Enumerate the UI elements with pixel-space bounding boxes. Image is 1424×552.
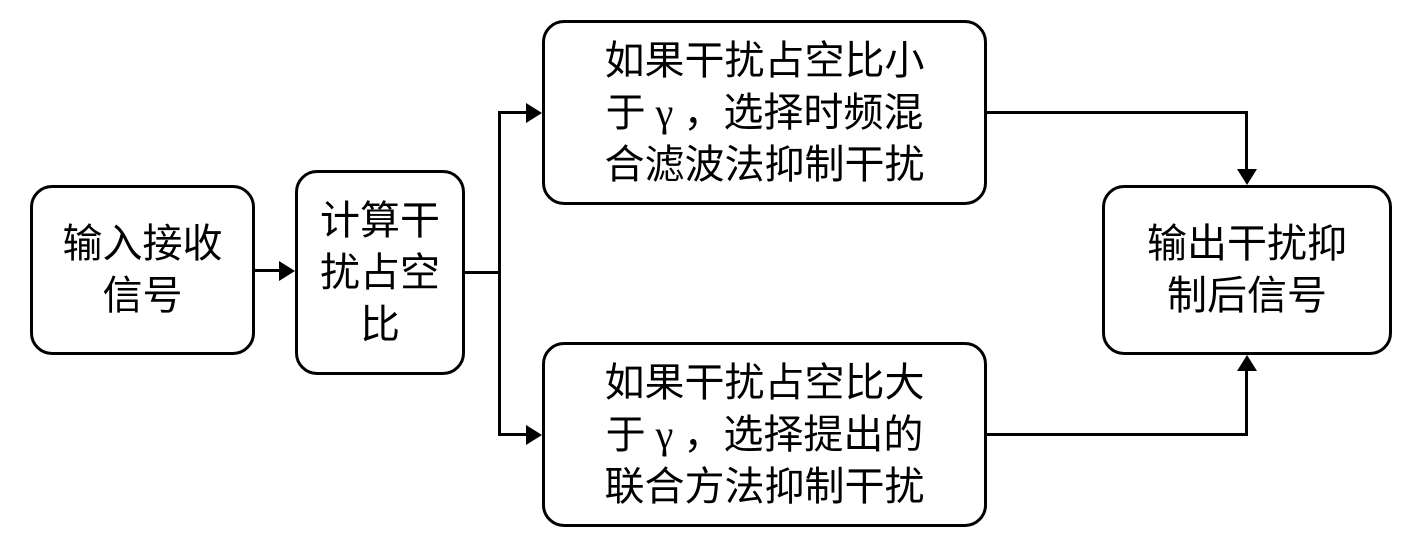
edge-calc-bottom-head — [526, 425, 542, 445]
edge-bottom-output-head — [1237, 355, 1257, 371]
node-branch-top: 如果干扰占空比小于 γ ，选择时频混合滤波法抑制干扰 — [542, 20, 987, 205]
node-output: 输出干扰抑制后信号 — [1102, 185, 1392, 355]
node-branch-bottom: 如果干扰占空比大于 γ ，选择提出的联合方法抑制干扰 — [542, 342, 987, 527]
node-output-text: 输出干扰抑制后信号 — [1147, 218, 1347, 322]
edge-top-output-head — [1237, 169, 1257, 185]
node-calc-text: 计算干扰占空比 — [320, 195, 440, 351]
node-branch-top-text: 如果干扰占空比小于 γ ，选择时频混合滤波法抑制干扰 — [605, 35, 925, 191]
edge-calc-top-h1 — [465, 271, 500, 274]
edge-calc-bottom-h2 — [498, 433, 528, 436]
edge-calc-top-head — [526, 103, 542, 123]
edge-calc-top-h2 — [498, 111, 528, 114]
edge-top-output-h — [987, 111, 1247, 114]
edge-top-output-v — [1245, 111, 1248, 171]
node-calc: 计算干扰占空比 — [295, 170, 465, 375]
edge-input-calc — [255, 269, 281, 272]
edge-calc-top-v — [498, 111, 501, 274]
node-input-text: 输入接收信号 — [63, 218, 223, 322]
node-input: 输入接收信号 — [30, 185, 255, 355]
edge-input-calc-head — [279, 261, 295, 281]
edge-bottom-output-v — [1245, 371, 1248, 436]
node-branch-bottom-text: 如果干扰占空比大于 γ ，选择提出的联合方法抑制干扰 — [605, 357, 925, 513]
edge-bottom-output-h — [987, 433, 1247, 436]
edge-calc-bottom-v — [498, 271, 501, 436]
